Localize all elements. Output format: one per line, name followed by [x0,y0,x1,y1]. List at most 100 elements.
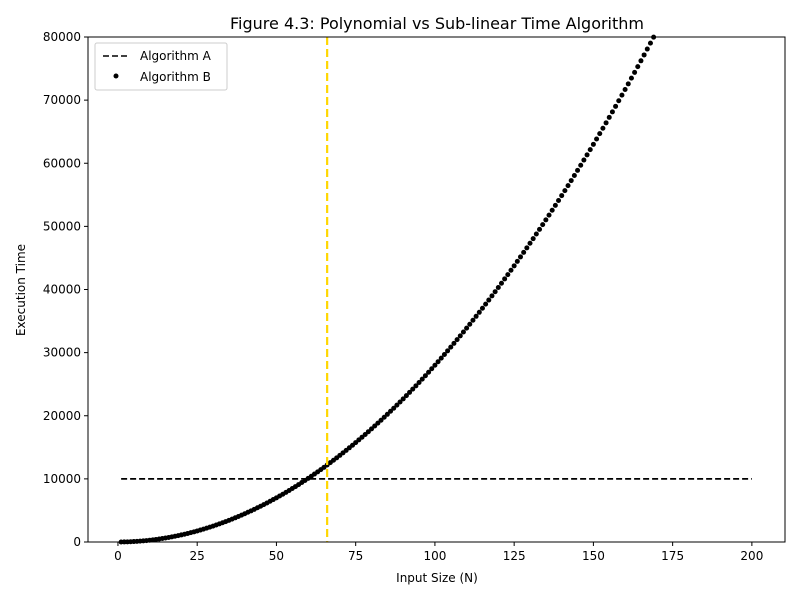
plot-frame [87,36,786,543]
y-tick-label: 80000 [43,30,81,44]
series-algorithm-b-point [552,202,558,208]
series-algorithm-b-point [426,369,432,375]
series-algorithm-b-point [445,348,451,354]
y-tick-label: 60000 [43,156,81,170]
series-algorithm-b-point [540,222,546,228]
series-algorithm-b-point [613,103,619,109]
series-algorithm-b-point [378,417,384,423]
y-tick-label: 20000 [43,409,81,423]
series-algorithm-b-point [575,167,581,173]
legend-algorithm-a-label: Algorithm A [140,49,212,63]
x-tick-label: 25 [190,549,205,563]
series-algorithm-b-point [568,178,574,184]
y-axis-title: Execution Time [14,244,28,336]
series-algorithm-b-point [590,141,596,147]
series-algorithm-b-point [460,329,466,335]
series-algorithm-b-point [594,136,600,142]
series-algorithm-b-point [467,321,473,327]
series-algorithm-b-point [486,297,492,303]
y-tick-label: 10000 [43,472,81,486]
series-algorithm-b-point [628,75,634,81]
series-algorithm-b-point [435,359,441,365]
x-axis: 0 25 50 75 100 125 150 175 200 [114,542,763,563]
series-algorithm-b-point [647,40,653,46]
series-algorithm-b-point [511,263,517,269]
x-tick-label: 175 [661,549,684,563]
x-tick-label: 150 [582,549,605,563]
series-algorithm-b-point [492,289,498,295]
series-algorithm-b-point [603,120,609,126]
legend-algorithm-b-label: Algorithm B [140,70,211,84]
series-algorithm-b-point [597,131,603,137]
series-algorithm-b-point [524,245,530,251]
series-algorithm-b-point [454,337,460,343]
series-algorithm-b-point [403,393,409,399]
series-algorithm-b-point [441,351,447,357]
series-algorithm-b-point [581,157,587,163]
series-algorithm-b-point [416,379,422,385]
series-algorithm-b-point [479,305,485,311]
series-algorithm-b-point [483,301,489,307]
y-tick-label: 30000 [43,346,81,360]
series-algorithm-b-point [394,402,400,408]
y-tick-label: 40000 [43,283,81,297]
series-algorithm-b-point [543,217,549,223]
series-algorithm-b-point [632,69,638,75]
y-tick-label: 0 [73,535,81,549]
series-algorithm-b-point [587,147,593,153]
series-algorithm-b-point [388,408,394,414]
series-algorithm-b-point [375,420,381,426]
x-tick-label: 125 [503,549,526,563]
series-algorithm-b-point [638,58,644,64]
series-algorithm-b-point [413,383,419,389]
plot-area [118,34,752,545]
series-algorithm-b-point [644,46,650,52]
series-algorithm-b-point [470,317,476,323]
series-algorithm-b-point [448,344,454,350]
series-algorithm-b-point [384,411,390,417]
series-algorithm-b-point [530,236,536,242]
series-algorithm-b-point [397,399,403,405]
series-algorithm-b-point [565,183,571,189]
series-algorithm-b-point [521,249,527,255]
series-algorithm-b-point [400,396,406,402]
series-algorithm-b-point [533,231,539,237]
legend: Algorithm A Algorithm B [94,42,228,91]
series-algorithm-b-point [432,362,438,368]
x-tick-label: 200 [740,549,763,563]
series-algorithm-b-point [476,309,482,315]
x-tick-label: 100 [423,549,446,563]
series-algorithm-b-point [635,64,641,70]
series-algorithm-b-point [438,355,444,361]
x-axis-title: Input Size (N) [396,571,478,585]
y-tick-label: 50000 [43,219,81,233]
series-algorithm-b-point [619,92,625,98]
series-algorithm-b-point [502,276,508,282]
series-algorithm-b-point [419,376,425,382]
series-algorithm-b-point [498,280,504,286]
series-algorithm-b-point [556,198,562,204]
series-algorithm-b-point [600,125,606,131]
series-algorithm-b-point [505,272,511,278]
series-algorithm-b-point [559,193,565,199]
x-tick-label: 50 [269,549,284,563]
series-algorithm-b-point [464,325,470,331]
series-algorithm-b-point [527,240,533,246]
series-algorithm-b-point [578,162,584,168]
series-algorithm-b-point [546,212,552,218]
series-algorithm-b-point [517,254,523,260]
series-algorithm-b-point [641,52,647,58]
series-algorithm-b-point [622,87,628,93]
series-algorithm-b-point [429,366,435,372]
x-tick-label: 75 [348,549,363,563]
legend-box [94,42,228,91]
series-algorithm-b-point [616,98,622,104]
x-tick-label: 0 [114,549,122,563]
series-algorithm-b-point [407,389,413,395]
series-algorithm-b-point [381,414,387,420]
series-algorithm-b-point [391,405,397,411]
series-algorithm-b-point [562,188,568,194]
series-algorithm-b-point [549,207,555,213]
y-axis: 0 10000 20000 30000 40000 50000 60000 70000 8000… [43,30,88,549]
